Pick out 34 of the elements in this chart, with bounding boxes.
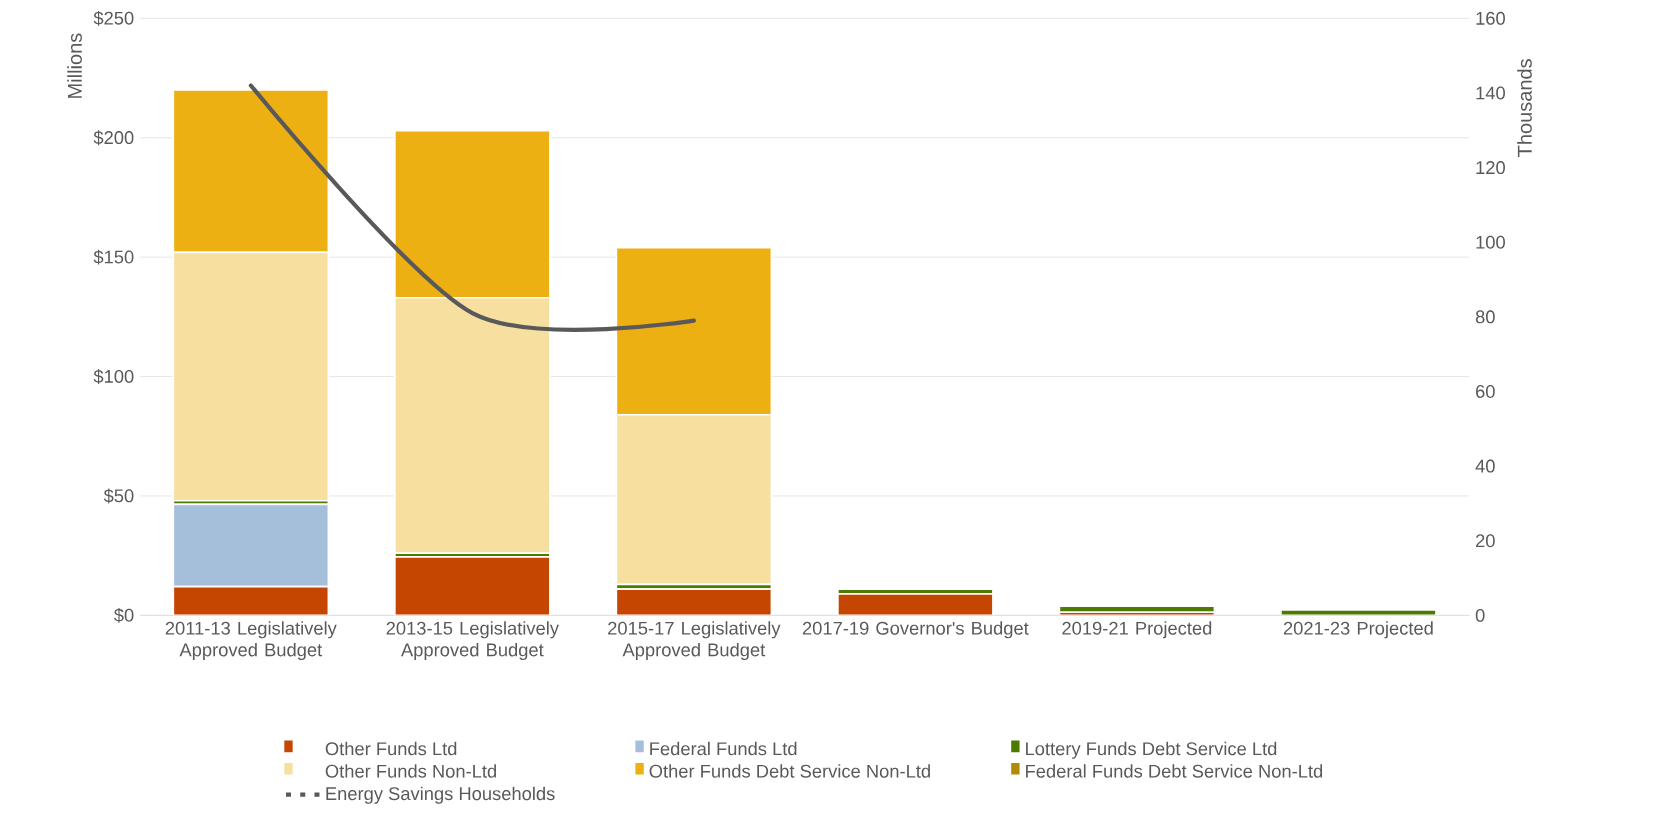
bar [615,588,773,616]
y-tick-label: $100 [93,369,134,385]
y-tick-label: $200 [93,130,134,146]
y-tick-label: $150 [93,249,134,265]
y2-tick-label: 140 [1476,86,1505,100]
y-tick-label: $50 [103,488,134,504]
y2-axis-title: Thousands [1517,59,1532,158]
bar [172,585,330,616]
y2-tick-label: 20 [1476,534,1495,548]
x-tick-label: 2015-17 Legislatively Approved Budget [608,621,781,661]
y2-tick-label: 100 [1476,235,1505,249]
x-tick-label: 2021-23 Projected [1283,621,1433,639]
x-tick-label: 2013-15 Legislatively Approved Budget [386,621,559,661]
legend-label: Other Funds Ltd [325,741,457,756]
legend-label: Other Funds Non-Ltd [325,764,496,778]
y2-tick-label: 0 [1475,608,1485,622]
legend-label: Federal Funds Ltd [650,741,797,756]
legend-label: Federal Funds Debt Service Non-Ltd [1026,764,1323,778]
y-tick-label: $0 [114,608,134,623]
y2-tick-label: 80 [1475,310,1495,324]
y-tick-label: $250 [93,11,134,26]
legend-label: Energy Savings Households [326,786,555,804]
x-tick-label: 2019-21 Projected [1062,621,1212,639]
legend-label: Other Funds Debt Service Non-Ltd [649,764,930,778]
legend-label: Lottery Funds Debt Service Ltd [1026,741,1277,759]
y2-tick-label: 160 [1476,11,1505,25]
x-tick-label: 2011-13 Legislatively Approved Budget [165,621,337,661]
bar [394,556,551,616]
bar [837,593,994,616]
y2-tick-label: 60 [1476,385,1495,399]
y2-tick-label: 120 [1476,161,1505,175]
y-axis-title: Millions [67,33,82,98]
x-tick-label: 2017-19 Governor's Budget [802,621,1029,639]
y2-tick-label: 40 [1475,459,1495,473]
